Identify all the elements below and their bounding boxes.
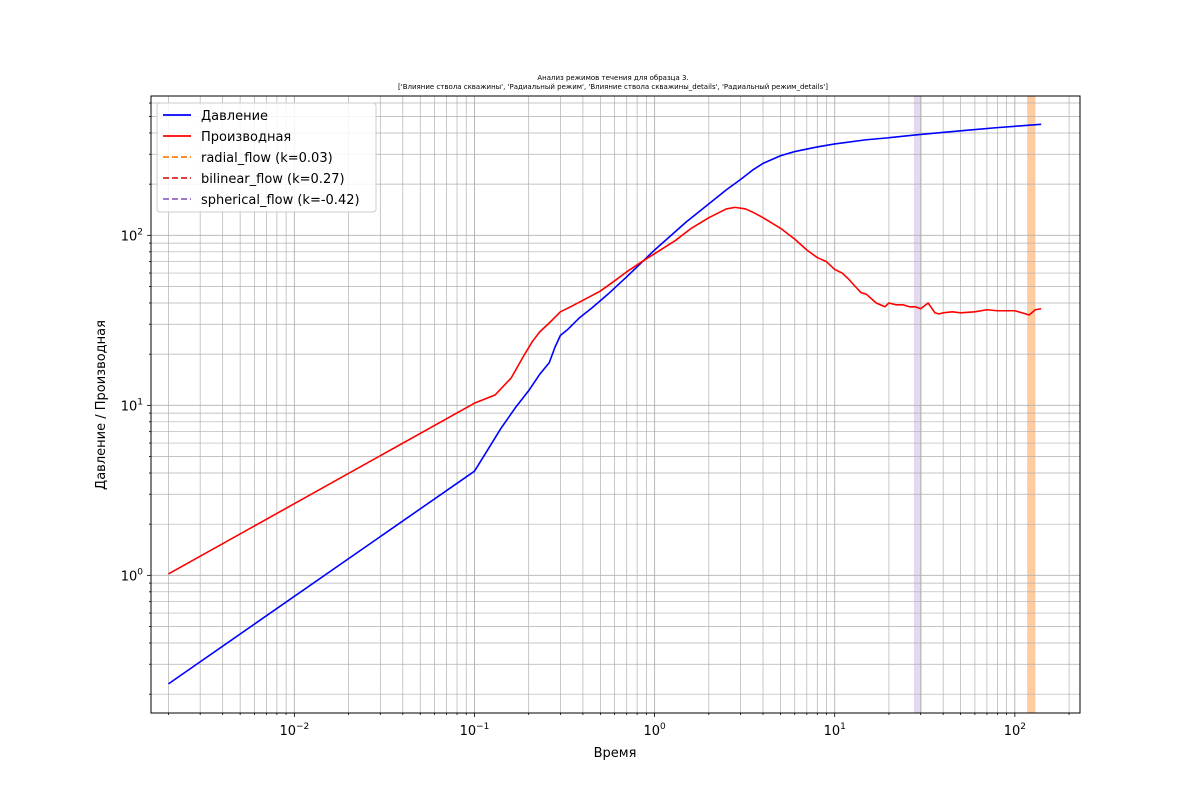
x-axis-label: Время — [594, 746, 637, 761]
shaded-region — [1027, 96, 1036, 713]
legend-label: Производная — [201, 130, 291, 145]
shaded-region — [913, 96, 922, 713]
legend-box — [156, 102, 377, 213]
x-tick-label: 100 — [643, 722, 666, 739]
chart-title: Анализ режимов течения для образца 3. — [537, 74, 688, 82]
legend-label: spherical_flow (k=-0.42) — [201, 193, 360, 208]
legend-label: radial_flow (k=0.03) — [201, 151, 333, 166]
legend-label: bilinear_flow (k=0.27) — [201, 172, 345, 187]
y-tick-label: 101 — [121, 397, 143, 414]
plot-area: 10−2 10−1 100 101 102 100 101 102 — [121, 95, 1081, 739]
x-tick-label: 10−2 — [279, 722, 309, 739]
legend-label: Давление — [201, 109, 268, 124]
y-tick-label: 102 — [121, 227, 143, 244]
series-line-0 — [168, 123, 1042, 685]
y-tick-label: 100 — [121, 567, 144, 584]
x-tick-label: 102 — [1004, 722, 1026, 739]
legend: Давление Производная radial_flow (k=0.03) b… — [156, 102, 377, 213]
x-tick-label: 101 — [824, 722, 846, 739]
chart-subtitle: ['Влияние ствола скважины', 'Радиальный … — [398, 83, 828, 91]
x-tick-label: 10−1 — [460, 722, 490, 739]
plot-frame — [150, 95, 1081, 714]
series-line-1 — [168, 206, 1042, 575]
y-axis-label: Давление / Производная — [94, 320, 109, 490]
